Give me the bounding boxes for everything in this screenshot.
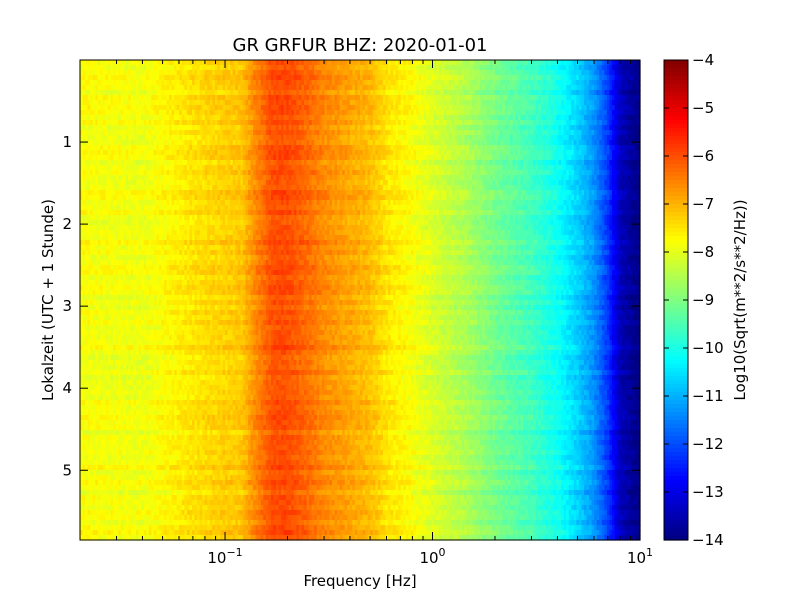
heatmap-cells: [80, 60, 641, 541]
